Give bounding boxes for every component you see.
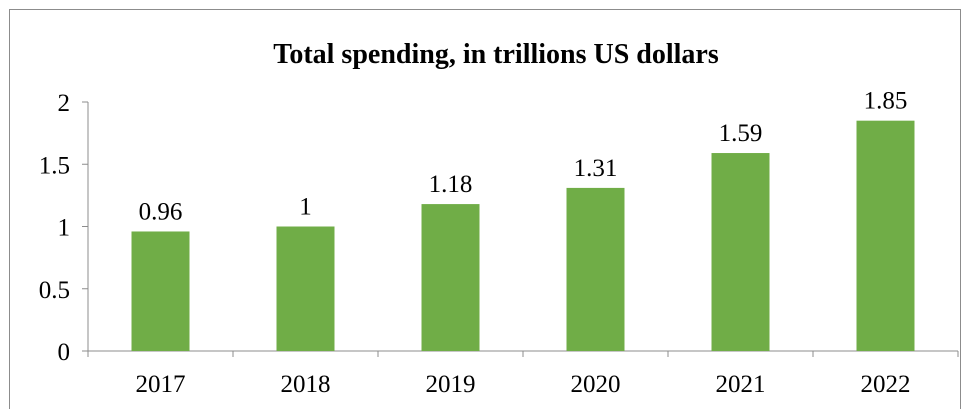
- y-tick-label: 0.5: [39, 277, 70, 304]
- data-label: 1: [299, 194, 312, 221]
- data-label: 1.31: [574, 155, 618, 182]
- x-tick-label: 2017: [136, 371, 186, 398]
- bar-2017: [131, 231, 190, 351]
- bar-2022: [856, 120, 915, 351]
- chart-title: Total spending, in trillions US dollars: [273, 39, 719, 70]
- x-tick-label: 2022: [861, 371, 911, 398]
- x-axis: 2017 2018 2019 2020 2021 2022: [87, 350, 959, 398]
- x-tick-label: 2021: [716, 371, 766, 398]
- data-label: 1.85: [864, 88, 908, 115]
- bar-2019: [421, 204, 480, 351]
- data-label: 1.59: [719, 120, 763, 147]
- y-tick-label: 2: [58, 90, 71, 117]
- y-tick-label: 1.5: [39, 152, 70, 179]
- x-tick-label: 2020: [571, 371, 621, 398]
- x-tick-label: 2019: [426, 371, 476, 398]
- bar-2018: [276, 226, 335, 351]
- data-label: 1.18: [429, 171, 473, 198]
- data-label: 0.96: [139, 198, 183, 225]
- y-tick-label: 1: [58, 215, 71, 242]
- bar-2020: [566, 187, 625, 351]
- bars: [131, 120, 915, 351]
- y-tick-label: 0: [58, 339, 71, 366]
- bar-2021: [711, 153, 770, 351]
- x-tick-label: 2018: [281, 371, 331, 398]
- data-labels: 0.96 1 1.18 1.31 1.59 1.85: [139, 88, 908, 226]
- y-axis: 0 0.5 1 1.5 2: [39, 90, 89, 366]
